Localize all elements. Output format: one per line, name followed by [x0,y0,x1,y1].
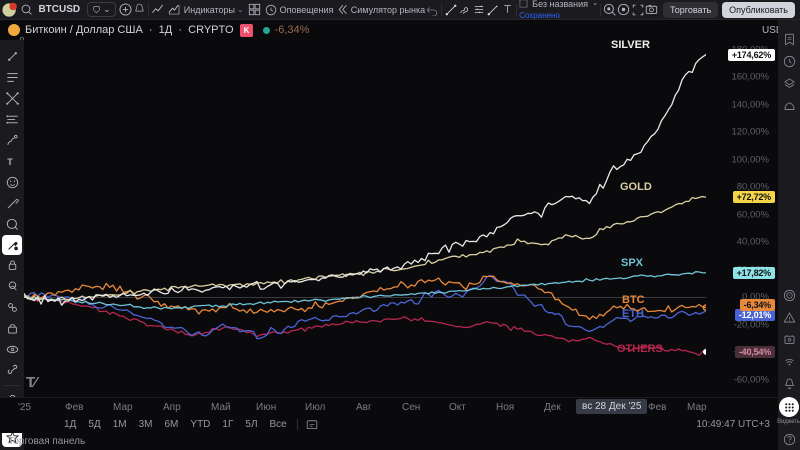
svg-text:T: T [7,157,13,167]
svg-text:K: K [243,26,249,35]
